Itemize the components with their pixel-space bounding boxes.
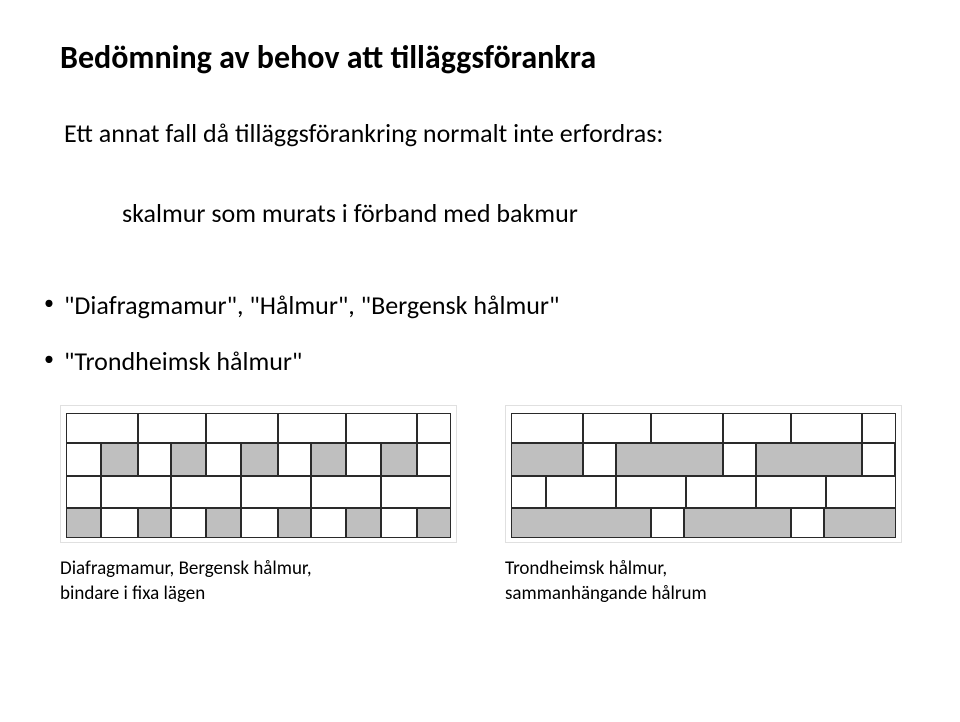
diagram-right-col: Trondheimsk hålmur, sammanhängande hålru… [505, 405, 902, 606]
diagram-right-box [505, 405, 902, 543]
caption-right-line1: Trondheimsk hålmur, [505, 557, 667, 580]
line3: skalmur som murats i förband med bakmur [60, 197, 900, 229]
caption-left-line2: bindare i fixa lägen [60, 582, 205, 605]
diagram-left [66, 413, 451, 538]
bullet-1: "Diafragmamur", "Hålmur", "Bergensk hålm… [60, 289, 900, 321]
bullet-2: "Trondheimsk hålmur" [60, 345, 900, 377]
page-title: Bedömning av behov att tilläggsförankra [60, 38, 900, 77]
diagrams-row: Diafragmamur, Bergensk hålmur, bindare i… [60, 405, 900, 606]
caption-right: Trondheimsk hålmur, sammanhängande hålru… [505, 557, 902, 606]
caption-left: Diafragmamur, Bergensk hålmur, bindare i… [60, 557, 457, 606]
diagram-left-col: Diafragmamur, Bergensk hålmur, bindare i… [60, 405, 457, 606]
diagram-right [511, 413, 896, 538]
caption-right-line2: sammanhängande hålrum [505, 582, 707, 605]
caption-left-line1: Diafragmamur, Bergensk hålmur, [60, 557, 312, 580]
subtitle: Ett annat fall då tilläggsförankring nor… [60, 117, 900, 149]
diagram-left-box [60, 405, 457, 543]
